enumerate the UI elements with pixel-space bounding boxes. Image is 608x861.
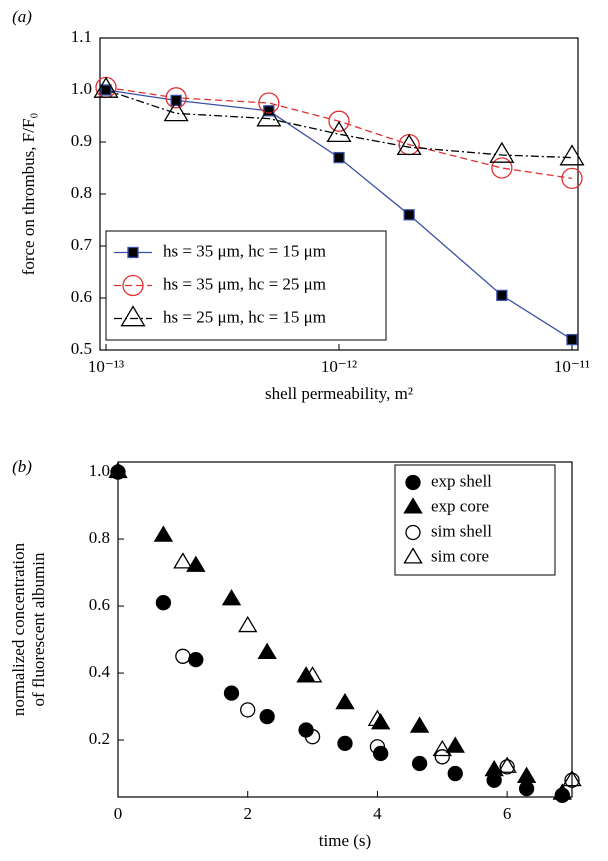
x-axis-label: time (s) [319,831,371,850]
legend-marker [127,246,139,259]
marker [240,702,256,718]
y-axis-label: normalized concentration [9,542,28,716]
y-tick-label: 0.9 [71,131,92,150]
marker [432,739,452,757]
y-tick-label: 0.5 [71,339,92,358]
marker [445,736,465,753]
y-tick-label: 1.0 [71,79,92,98]
marker [153,525,174,542]
y-axis-label: force on thrombus, F/F₀ [19,113,38,276]
marker [108,461,128,479]
marker [155,595,172,611]
x-tick-label: 10⁻¹² [321,357,357,376]
marker [489,141,515,163]
legend-label: hs = 35 μm, hc = 15 μm [163,241,326,260]
legend-label: hs = 35 μm, hc = 25 μm [163,274,326,293]
y-axis-label: of fluorescent albumin [29,552,48,706]
marker [491,157,513,179]
legend-label: sim core [431,546,489,565]
marker [337,735,353,752]
marker [221,589,242,606]
marker [296,666,316,683]
marker [564,772,580,788]
y-tick-label: 0.6 [71,287,92,306]
marker [304,729,321,745]
marker [396,133,422,156]
marker [163,100,189,122]
x-tick-label: 10⁻¹¹ [554,357,590,376]
y-tick-label: 0.6 [89,595,110,614]
x-tick-label: 10⁻¹³ [88,357,124,376]
x-tick-label: 0 [114,804,123,823]
marker [93,76,119,98]
y-tick-label: 0.2 [89,729,110,748]
legend-marker [122,274,144,297]
legend-marker [403,497,423,514]
x-tick-label: 2 [243,804,252,823]
y-tick-label: 1.1 [71,27,92,46]
marker [223,685,240,701]
marker [326,120,352,143]
marker [562,769,582,787]
marker [499,759,515,775]
marker [333,151,345,164]
marker [566,333,578,346]
panel: (b) 0 2 4 6 0.2 0.4 0.6 0.8 1.0 time (s) normalized… [9,457,573,850]
legend-box [394,464,556,576]
marker [100,84,112,96]
panel-label: (a) [12,7,32,26]
marker [369,739,386,755]
marker [259,708,275,725]
y-tick-label: 0.8 [71,183,92,202]
marker [434,749,450,765]
marker [497,756,517,773]
legend-box [105,230,387,341]
legend-marker [405,524,421,541]
plot-frame [117,461,573,798]
marker [518,780,535,797]
marker [409,716,430,733]
marker [561,167,583,190]
marker [411,755,428,772]
marker [302,666,323,683]
marker [516,766,537,783]
y-tick-label: 0.4 [89,662,111,681]
marker [256,105,282,127]
marker [403,209,415,221]
marker [328,110,350,132]
marker [258,92,280,114]
legend-label: exp core [431,496,489,515]
marker [257,642,277,659]
panel: (a) 10⁻¹³ 10⁻¹² 10⁻¹¹ 0.5 0.6 0.7 0.8 0.9 1.0 1.1 s… [12,7,590,403]
y-tick-label: 0.7 [71,235,93,254]
legend-marker [403,547,423,564]
x-tick-label: 4 [373,804,382,823]
marker [188,652,204,668]
legend-marker [405,474,421,491]
marker [552,783,572,800]
legend-label: exp shell [431,471,492,490]
legend-label: hs = 25 μm, hc = 15 μm [163,307,326,326]
marker [173,552,193,569]
marker [447,765,463,782]
panel-label: (b) [12,457,32,476]
x-axis-label: shell permeability, m² [265,384,413,403]
marker [496,289,508,302]
series-line [105,89,573,159]
y-tick-label: 0.8 [89,528,110,547]
marker [367,709,388,726]
legend-label: sim shell [431,521,492,540]
legend-marker [120,305,146,327]
marker [175,648,191,664]
marker [238,615,258,633]
marker [165,87,187,109]
y-tick-label: 1.0 [89,461,110,480]
marker [335,692,355,710]
marker [559,144,585,166]
x-tick-label: 6 [503,804,512,823]
